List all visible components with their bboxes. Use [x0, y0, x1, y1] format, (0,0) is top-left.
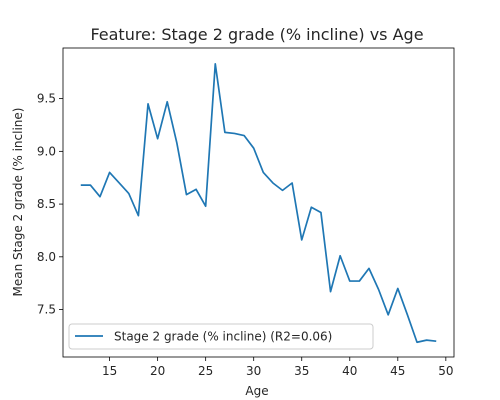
plot-background	[63, 48, 454, 357]
x-tick-label: 40	[342, 364, 357, 378]
y-axis: 7.5 8.0 8.5 9.0 9.5	[37, 92, 63, 317]
x-tick-label: 35	[294, 364, 309, 378]
x-tick-label: 15	[102, 364, 117, 378]
y-tick-label: 8.5	[37, 197, 56, 211]
legend: Stage 2 grade (% incline) (R2=0.06)	[68, 323, 374, 350]
x-tick-label: 20	[150, 364, 165, 378]
x-tick-label: 25	[198, 364, 213, 378]
legend-box	[68, 323, 374, 350]
x-tick-label: 50	[438, 364, 453, 378]
legend-label: Stage 2 grade (% incline) (R2=0.06)	[114, 330, 332, 344]
series-layer	[80, 62, 437, 344]
y-tick-label: 8.0	[37, 250, 56, 264]
y-axis-label: Mean Stage 2 grade (% incline)	[11, 108, 25, 297]
plot-frame	[62, 47, 455, 358]
y-tick-label: 7.5	[37, 303, 56, 317]
x-axis-label: Age	[245, 384, 268, 398]
x-tick-label: 45	[390, 364, 405, 378]
x-tick-label: 30	[246, 364, 261, 378]
chart-title: Feature: Stage 2 grade (% incline) vs Ag…	[90, 25, 423, 44]
plot-area	[62, 47, 455, 358]
series-line	[80, 62, 437, 344]
y-tick-label: 9.0	[37, 144, 56, 158]
y-tick-label: 9.5	[37, 92, 56, 106]
x-axis: 15 20 25 30 35 40 45 50	[102, 357, 453, 378]
